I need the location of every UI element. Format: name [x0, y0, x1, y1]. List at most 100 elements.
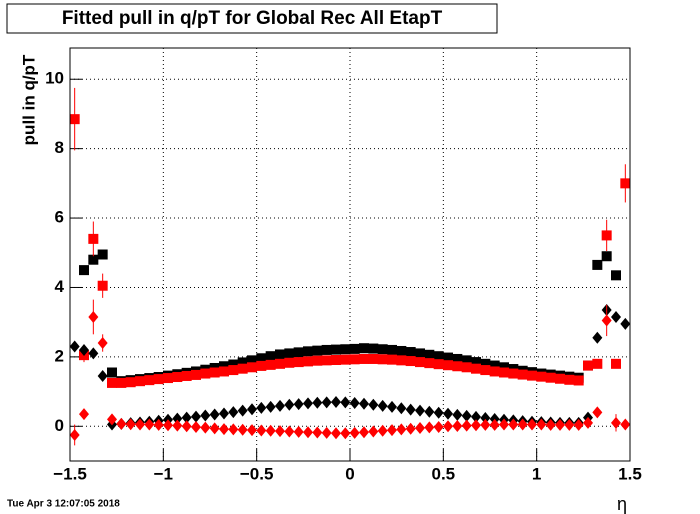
diamond-marker	[135, 418, 145, 431]
diamond-marker	[209, 422, 220, 435]
diamond-marker	[349, 397, 360, 410]
diamond-marker	[433, 420, 444, 433]
square-marker	[153, 374, 164, 385]
square-marker	[88, 254, 99, 265]
square-marker	[433, 351, 444, 362]
square-marker	[107, 367, 117, 378]
diamond-marker	[321, 396, 332, 409]
diamond-marker	[256, 424, 267, 437]
square-marker	[219, 366, 229, 377]
diamond-marker	[69, 340, 80, 353]
x-tick-label: 1	[532, 464, 541, 483]
square-marker	[312, 355, 323, 366]
diamond-marker	[387, 424, 397, 437]
diamond-marker	[405, 422, 416, 435]
diamond-marker	[293, 398, 304, 411]
square-marker	[592, 259, 603, 270]
square-marker	[415, 348, 425, 359]
square-marker	[424, 349, 435, 360]
diamond-marker	[331, 427, 341, 440]
diamond-marker	[181, 411, 192, 424]
square-marker	[340, 344, 351, 355]
diamond-marker	[331, 396, 341, 408]
square-marker	[480, 358, 491, 369]
diamond-marker	[340, 427, 351, 440]
diamond-marker	[275, 399, 285, 412]
square-marker	[545, 372, 556, 383]
diamond-marker	[592, 406, 603, 419]
square-marker	[135, 376, 145, 387]
y-axis-label: pull in q/pT	[19, 54, 38, 145]
plot-frame	[69, 47, 631, 462]
square-marker	[471, 357, 481, 368]
square-marker	[265, 359, 276, 370]
square-marker	[405, 356, 416, 367]
square-marker	[97, 249, 108, 260]
x-tick-label: −0.5	[240, 464, 274, 483]
diamond-marker	[415, 422, 425, 435]
diamond-marker	[471, 410, 481, 423]
square-marker	[573, 375, 584, 386]
diamond-marker	[452, 408, 463, 421]
square-marker	[209, 367, 220, 378]
square-marker	[79, 265, 89, 276]
square-marker	[284, 348, 295, 359]
diamond-marker	[573, 418, 584, 431]
square-marker	[284, 357, 295, 368]
diamond-marker	[461, 409, 472, 422]
square-marker	[415, 357, 425, 368]
diamond-marker	[303, 426, 313, 439]
square-marker	[340, 354, 351, 365]
diamond-marker	[69, 428, 80, 441]
square-marker	[583, 360, 593, 371]
diamond-marker	[237, 423, 248, 436]
diamond-marker	[508, 418, 519, 431]
diamond-marker	[107, 413, 117, 426]
square-marker	[321, 344, 332, 355]
diamond-marker	[405, 403, 416, 416]
diamond-marker	[424, 405, 435, 418]
square-marker	[163, 373, 173, 384]
square-marker	[499, 362, 509, 373]
diamond-marker	[284, 425, 295, 438]
diamond-marker	[79, 408, 89, 421]
diamond-marker	[433, 406, 444, 419]
diamond-marker	[163, 419, 173, 432]
diamond-marker	[424, 421, 435, 434]
square-marker	[247, 355, 257, 366]
square-marker	[303, 356, 313, 367]
square-marker	[303, 346, 313, 357]
square-marker	[461, 362, 472, 373]
diamond-marker	[125, 418, 136, 431]
diamond-marker	[256, 401, 267, 414]
diamond-marker	[200, 421, 211, 434]
square-marker	[172, 372, 183, 383]
square-marker	[191, 369, 201, 380]
y-tick-label: 6	[55, 208, 64, 227]
square-marker	[331, 355, 341, 366]
diamond-marker	[443, 420, 453, 433]
square-marker	[489, 366, 500, 377]
title-box	[6, 3, 498, 34]
square-marker	[452, 361, 463, 372]
square-marker	[611, 270, 621, 281]
diamond-marker	[247, 403, 257, 416]
square-marker	[247, 362, 257, 373]
diamond-marker	[237, 404, 248, 417]
square-marker	[471, 363, 481, 374]
square-marker	[424, 358, 435, 369]
diamond-marker	[88, 347, 99, 360]
diamond-marker	[461, 419, 472, 432]
diamond-marker	[144, 418, 155, 431]
square-marker	[489, 360, 500, 371]
square-marker	[601, 230, 612, 241]
diamond-marker	[583, 416, 593, 429]
square-marker	[331, 344, 341, 355]
x-tick-label: 1.5	[618, 464, 642, 483]
diamond-marker	[387, 400, 397, 413]
square-marker	[293, 357, 304, 368]
square-marker	[293, 347, 304, 358]
square-marker	[256, 360, 267, 371]
diamond-marker	[321, 426, 332, 439]
square-marker	[97, 280, 108, 291]
